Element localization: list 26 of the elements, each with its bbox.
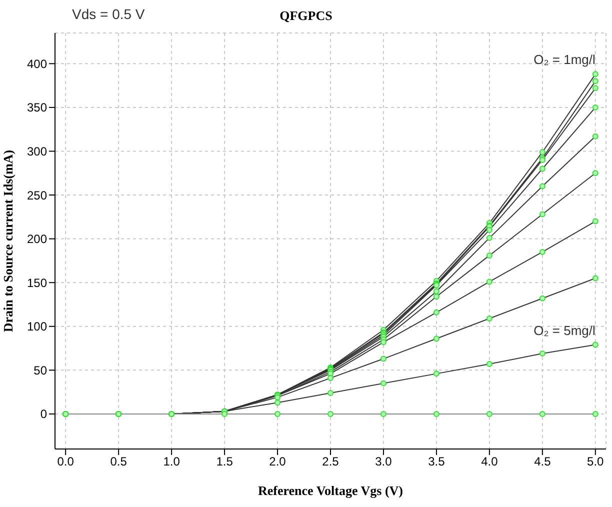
x-tick-label: 1.0	[163, 454, 180, 469]
y-tick-label: 300	[26, 144, 48, 158]
x-tick-label: 4.0	[481, 454, 498, 469]
y-tick-label: 400	[26, 56, 48, 71]
annotation: O₂ = 1mg/l	[534, 52, 596, 68]
y-tick-label: 100	[26, 320, 48, 334]
x-tick-label: 5.0	[587, 454, 604, 469]
x-tick-label: 3.0	[375, 454, 392, 469]
y-tick-label: 50	[34, 363, 48, 378]
y-axis-title: Drain to Source current Ids(mA)	[0, 150, 16, 332]
chart-title: QFGPCS	[280, 8, 332, 23]
x-tick-label: 1.5	[216, 454, 234, 469]
annotation: O₂ = 5mg/l	[534, 322, 596, 338]
x-tick-label: 4.5	[534, 454, 552, 469]
y-tick-label: 350	[26, 100, 48, 115]
x-tick-label: 0.5	[110, 454, 128, 469]
x-tick-label: 2.0	[269, 454, 286, 469]
text: Vds = 0.5 V	[72, 6, 145, 22]
y-tick-label: 0	[40, 407, 48, 422]
x-tick-label: 2.5	[322, 454, 340, 469]
y-tick-label: 250	[26, 188, 48, 202]
x-tick-label: 3.5	[428, 454, 446, 469]
x-axis-title: Reference Voltage Vgs (V)	[258, 483, 404, 498]
x-tick-label: 0.0	[57, 454, 74, 469]
y-tick-label: 150	[26, 276, 48, 290]
y-tick-label: 200	[26, 232, 48, 246]
